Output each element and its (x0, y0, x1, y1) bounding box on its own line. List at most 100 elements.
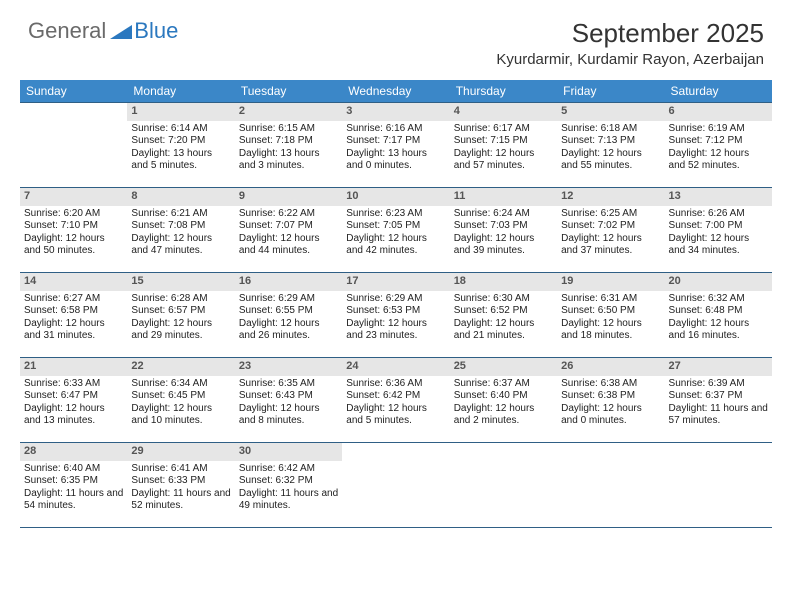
day-content: Sunrise: 6:20 AMSunset: 7:10 PMDaylight:… (20, 206, 127, 262)
day-cell: 29Sunrise: 6:41 AMSunset: 6:33 PMDayligh… (127, 443, 234, 527)
day-number: 30 (235, 443, 342, 461)
sunrise-line: Sunrise: 6:22 AM (239, 208, 338, 221)
day-content: Sunrise: 6:34 AMSunset: 6:45 PMDaylight:… (127, 376, 234, 432)
sunset-line: Sunset: 7:07 PM (239, 220, 338, 233)
daylight-line: Daylight: 12 hours and 37 minutes. (561, 233, 660, 258)
sunrise-line: Sunrise: 6:23 AM (346, 208, 445, 221)
sunset-line: Sunset: 6:53 PM (346, 305, 445, 318)
sunset-line: Sunset: 6:48 PM (669, 305, 768, 318)
daylight-line: Daylight: 12 hours and 2 minutes. (454, 403, 553, 428)
day-number: 11 (450, 188, 557, 206)
weekday-thursday: Thursday (450, 80, 557, 102)
sunset-line: Sunset: 6:47 PM (24, 390, 123, 403)
location: Kyurdarmir, Kurdamir Rayon, Azerbaijan (496, 51, 764, 68)
sunrise-line: Sunrise: 6:19 AM (669, 123, 768, 136)
sunset-line: Sunset: 6:52 PM (454, 305, 553, 318)
daylight-line: Daylight: 12 hours and 18 minutes. (561, 318, 660, 343)
sunrise-line: Sunrise: 6:38 AM (561, 378, 660, 391)
day-cell (450, 443, 557, 527)
day-content: Sunrise: 6:31 AMSunset: 6:50 PMDaylight:… (557, 291, 664, 347)
logo: General Blue (28, 18, 178, 44)
daylight-line: Daylight: 12 hours and 42 minutes. (346, 233, 445, 258)
sunrise-line: Sunrise: 6:25 AM (561, 208, 660, 221)
day-number: 17 (342, 273, 449, 291)
day-cell: 15Sunrise: 6:28 AMSunset: 6:57 PMDayligh… (127, 273, 234, 357)
sunrise-line: Sunrise: 6:35 AM (239, 378, 338, 391)
daylight-line: Daylight: 13 hours and 0 minutes. (346, 148, 445, 173)
daylight-line: Daylight: 12 hours and 23 minutes. (346, 318, 445, 343)
day-content: Sunrise: 6:42 AMSunset: 6:32 PMDaylight:… (235, 461, 342, 517)
daylight-line: Daylight: 12 hours and 31 minutes. (24, 318, 123, 343)
day-number: 21 (20, 358, 127, 376)
day-cell: 13Sunrise: 6:26 AMSunset: 7:00 PMDayligh… (665, 188, 772, 272)
day-content: Sunrise: 6:23 AMSunset: 7:05 PMDaylight:… (342, 206, 449, 262)
daylight-line: Daylight: 13 hours and 3 minutes. (239, 148, 338, 173)
sunrise-line: Sunrise: 6:42 AM (239, 463, 338, 476)
daylight-line: Daylight: 12 hours and 5 minutes. (346, 403, 445, 428)
day-content: Sunrise: 6:33 AMSunset: 6:47 PMDaylight:… (20, 376, 127, 432)
day-cell: 6Sunrise: 6:19 AMSunset: 7:12 PMDaylight… (665, 103, 772, 187)
day-number: 5 (557, 103, 664, 121)
day-number: 22 (127, 358, 234, 376)
weekday-sunday: Sunday (20, 80, 127, 102)
daylight-line: Daylight: 12 hours and 0 minutes. (561, 403, 660, 428)
sunset-line: Sunset: 6:50 PM (561, 305, 660, 318)
daylight-line: Daylight: 12 hours and 47 minutes. (131, 233, 230, 258)
day-number: 27 (665, 358, 772, 376)
day-number: 6 (665, 103, 772, 121)
day-content: Sunrise: 6:17 AMSunset: 7:15 PMDaylight:… (450, 121, 557, 177)
day-cell: 5Sunrise: 6:18 AMSunset: 7:13 PMDaylight… (557, 103, 664, 187)
day-number: 1 (127, 103, 234, 121)
sunrise-line: Sunrise: 6:20 AM (24, 208, 123, 221)
week-row: 21Sunrise: 6:33 AMSunset: 6:47 PMDayligh… (20, 357, 772, 442)
day-cell: 12Sunrise: 6:25 AMSunset: 7:02 PMDayligh… (557, 188, 664, 272)
week-row: 1Sunrise: 6:14 AMSunset: 7:20 PMDaylight… (20, 102, 772, 187)
daylight-line: Daylight: 11 hours and 57 minutes. (669, 403, 768, 428)
daylight-line: Daylight: 12 hours and 13 minutes. (24, 403, 123, 428)
day-number: 7 (20, 188, 127, 206)
day-number: 18 (450, 273, 557, 291)
sunset-line: Sunset: 7:10 PM (24, 220, 123, 233)
day-number: 28 (20, 443, 127, 461)
sunset-line: Sunset: 7:13 PM (561, 135, 660, 148)
day-number: 13 (665, 188, 772, 206)
day-cell: 21Sunrise: 6:33 AMSunset: 6:47 PMDayligh… (20, 358, 127, 442)
daylight-line: Daylight: 12 hours and 57 minutes. (454, 148, 553, 173)
day-content: Sunrise: 6:40 AMSunset: 6:35 PMDaylight:… (20, 461, 127, 517)
sunset-line: Sunset: 7:20 PM (131, 135, 230, 148)
daylight-line: Daylight: 12 hours and 16 minutes. (669, 318, 768, 343)
week-row: 7Sunrise: 6:20 AMSunset: 7:10 PMDaylight… (20, 187, 772, 272)
week-row: 14Sunrise: 6:27 AMSunset: 6:58 PMDayligh… (20, 272, 772, 357)
daylight-line: Daylight: 12 hours and 55 minutes. (561, 148, 660, 173)
daylight-line: Daylight: 12 hours and 39 minutes. (454, 233, 553, 258)
weekday-monday: Monday (127, 80, 234, 102)
daylight-line: Daylight: 12 hours and 34 minutes. (669, 233, 768, 258)
sunrise-line: Sunrise: 6:24 AM (454, 208, 553, 221)
day-cell: 8Sunrise: 6:21 AMSunset: 7:08 PMDaylight… (127, 188, 234, 272)
logo-text-blue: Blue (134, 18, 178, 44)
weekday-wednesday: Wednesday (342, 80, 449, 102)
day-number: 14 (20, 273, 127, 291)
sunrise-line: Sunrise: 6:36 AM (346, 378, 445, 391)
sunrise-line: Sunrise: 6:16 AM (346, 123, 445, 136)
day-number: 9 (235, 188, 342, 206)
day-cell: 4Sunrise: 6:17 AMSunset: 7:15 PMDaylight… (450, 103, 557, 187)
day-cell: 20Sunrise: 6:32 AMSunset: 6:48 PMDayligh… (665, 273, 772, 357)
day-content: Sunrise: 6:32 AMSunset: 6:48 PMDaylight:… (665, 291, 772, 347)
day-cell (557, 443, 664, 527)
calendar: SundayMondayTuesdayWednesdayThursdayFrid… (20, 80, 772, 527)
day-number: 26 (557, 358, 664, 376)
day-cell: 14Sunrise: 6:27 AMSunset: 6:58 PMDayligh… (20, 273, 127, 357)
day-cell: 19Sunrise: 6:31 AMSunset: 6:50 PMDayligh… (557, 273, 664, 357)
day-number: 15 (127, 273, 234, 291)
day-number-empty (20, 103, 127, 120)
day-cell (20, 103, 127, 187)
day-cell: 10Sunrise: 6:23 AMSunset: 7:05 PMDayligh… (342, 188, 449, 272)
day-number: 20 (665, 273, 772, 291)
sunrise-line: Sunrise: 6:15 AM (239, 123, 338, 136)
month-title: September 2025 (496, 18, 764, 49)
day-cell: 28Sunrise: 6:40 AMSunset: 6:35 PMDayligh… (20, 443, 127, 527)
day-content: Sunrise: 6:28 AMSunset: 6:57 PMDaylight:… (127, 291, 234, 347)
sunrise-line: Sunrise: 6:31 AM (561, 293, 660, 306)
day-cell: 18Sunrise: 6:30 AMSunset: 6:52 PMDayligh… (450, 273, 557, 357)
